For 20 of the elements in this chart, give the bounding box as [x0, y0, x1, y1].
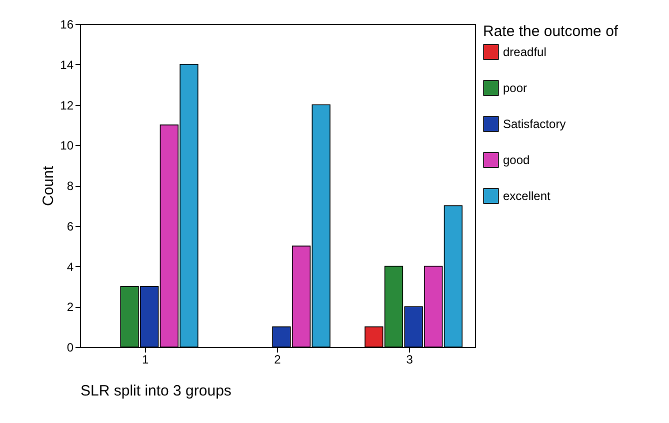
- y-tick-label: 6: [66, 219, 74, 234]
- x-tick-label: 2: [274, 352, 282, 366]
- y-tick-label: 10: [60, 138, 74, 153]
- y-tick-label: 8: [66, 179, 74, 193]
- legend-title: Rate the outcome of: [483, 23, 619, 40]
- legend-label: excellent: [503, 189, 552, 203]
- legend-label: Satisfactory: [503, 117, 566, 131]
- legend-label: poor: [503, 81, 528, 95]
- x-axis-title: SLR split into 3 groups: [80, 382, 232, 400]
- y-axis-title: Count: [40, 165, 58, 206]
- y-tick-label: 14: [60, 58, 74, 72]
- y-tick-label: 16: [60, 18, 74, 32]
- y-tick-label: 2: [66, 300, 74, 314]
- legend-label: good: [503, 153, 530, 167]
- y-tick-label: 12: [60, 98, 74, 112]
- x-tick-label: 1: [142, 352, 150, 366]
- y-tick-label: 0: [66, 340, 74, 354]
- x-tick-label: 3: [406, 352, 414, 366]
- legend-label: dreadful: [503, 45, 546, 59]
- y-tick-label: 4: [66, 260, 74, 274]
